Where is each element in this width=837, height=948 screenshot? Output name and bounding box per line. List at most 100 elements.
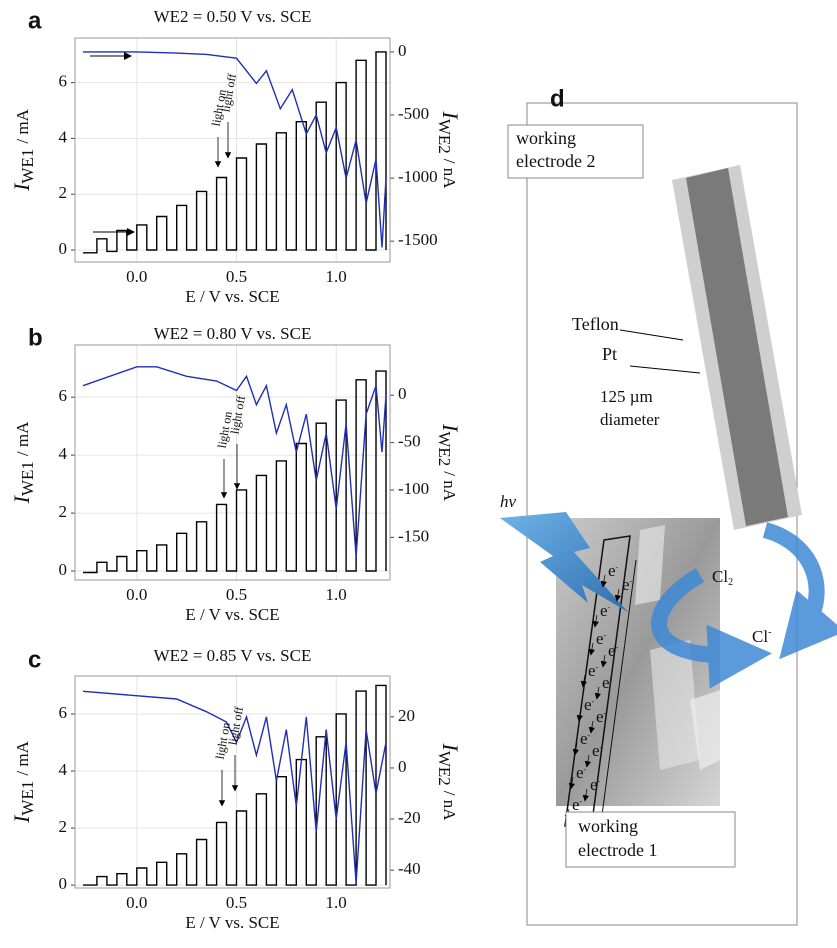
pt-wire (686, 168, 788, 526)
y2-tick-label: 0 (398, 757, 407, 776)
electron-label: e- (608, 641, 619, 660)
y-tick-label: 6 (59, 703, 68, 722)
we2-label: working (516, 128, 576, 148)
electron-base: e (622, 575, 630, 594)
chloride-base: Cl (752, 627, 768, 646)
electron-label: e- (608, 561, 619, 580)
y-tick-label: 4 (59, 444, 68, 463)
electron-label: e- (592, 741, 603, 760)
x-tick-label: 0.5 (226, 893, 247, 912)
cycle-arrow (651, 568, 772, 689)
electron-label: e- (596, 629, 607, 648)
y-tick-label: 6 (59, 72, 68, 91)
chart-title: WE2 = 0.80 V vs. SCE (154, 324, 312, 343)
electron-arrow (582, 788, 590, 802)
label-box (507, 124, 644, 179)
y-tick-label: 2 (59, 817, 68, 836)
panel-letter: c (28, 646, 41, 673)
y-label-unit: / mA (13, 108, 32, 143)
x-axis-label: E / V vs. SCE (185, 605, 279, 624)
x-tick-label: 1.0 (326, 267, 347, 286)
series-line (83, 51, 387, 254)
annotation: light off (228, 394, 249, 435)
y-label-sub: WE1 (18, 781, 37, 816)
electron-arrow (614, 588, 622, 602)
y2-tick-label: -1000 (398, 167, 438, 186)
electron-label: e- (572, 795, 583, 814)
y2-label-unit: / nA (440, 159, 459, 189)
electron-label: e- (580, 729, 591, 748)
series-line (82, 366, 387, 557)
electron-sup: - (610, 675, 613, 684)
electron-base: e (588, 661, 596, 680)
electron-arrow (592, 614, 600, 628)
x-axis-label: E / V vs. SCE (185, 287, 279, 306)
electron-sup: - (598, 777, 601, 786)
y-axis-label: IWE1 / mA (9, 740, 37, 823)
we1-label: working (578, 816, 638, 836)
y-label-symbol: I (9, 814, 34, 824)
electron-base: e (608, 641, 616, 660)
annotation: light off (226, 705, 247, 746)
electron-label: e- (584, 695, 595, 714)
electron-arrow (580, 674, 588, 688)
electron-arrow (594, 686, 602, 700)
y-tick-label: 0 (59, 874, 68, 893)
we2-label: electrode 2 (516, 151, 595, 171)
electron-sup: - (630, 577, 633, 586)
electron-label: e- (596, 707, 607, 726)
y2-tick-label: -20 (398, 808, 421, 827)
y-tick-label: 0 (59, 239, 68, 258)
electron-base: e (590, 775, 598, 794)
y2-tick-label: -100 (398, 479, 429, 498)
electron-sup: - (604, 631, 607, 640)
y2-tick-label: 20 (398, 706, 415, 725)
x-tick-label: 1.0 (326, 585, 347, 604)
plot-frame (74, 344, 391, 581)
series-line (83, 684, 387, 886)
y2-tick-label: 0 (398, 41, 407, 60)
y2-axis-label: IWE2 / nA (435, 742, 463, 821)
annotation: light on (213, 721, 233, 760)
panel-letter: a (28, 7, 42, 34)
electron-base: e (602, 673, 610, 692)
series-line (82, 690, 387, 883)
teflon-label: Teflon (572, 314, 619, 334)
electron-sup: - (616, 563, 619, 572)
electron-sup: - (580, 797, 583, 806)
electron-arrow (588, 720, 596, 734)
y-tick-label: 0 (59, 560, 68, 579)
y-tick-label: 4 (59, 127, 68, 146)
electron-sup: - (608, 603, 611, 612)
y2-axis-label: IWE2 / nA (435, 423, 463, 502)
y2-label-sub: WE2 (435, 751, 454, 786)
chloride-label: Cl- (752, 627, 771, 646)
y-label-sub: WE1 (18, 149, 37, 184)
electron-base: e (596, 707, 604, 726)
chart-title: WE2 = 0.50 V vs. SCE (154, 7, 312, 26)
y2-tick-label: -40 (398, 859, 421, 878)
electron-sup: - (592, 697, 595, 706)
chloride-sup: - (768, 627, 771, 638)
electron-label: e- (576, 763, 587, 782)
chlorine-label: Cl2 (712, 567, 733, 588)
x-axis-label: E / V vs. SCE (185, 913, 279, 932)
annotation: light off (219, 72, 240, 113)
cycle-arrow (762, 522, 837, 660)
sem-crystal (635, 525, 665, 605)
y-tick-label: 2 (59, 502, 68, 521)
electron-label: e- (602, 673, 613, 692)
electron-label: e- (622, 575, 633, 594)
x-tick-label: 0.0 (126, 267, 147, 286)
y2-tick-label: -500 (398, 104, 429, 123)
sem-crystal (650, 640, 700, 770)
x-tick-label: 0.5 (226, 267, 247, 286)
light-label: hν (500, 492, 517, 511)
electron-arrow (572, 742, 580, 756)
electron-arrow (576, 708, 584, 722)
size-label: diameter (600, 410, 660, 429)
electron-arrow (600, 654, 608, 668)
panel-letter: b (28, 324, 43, 351)
x-tick-label: 0.0 (126, 585, 147, 604)
electron-arrow (584, 754, 592, 768)
